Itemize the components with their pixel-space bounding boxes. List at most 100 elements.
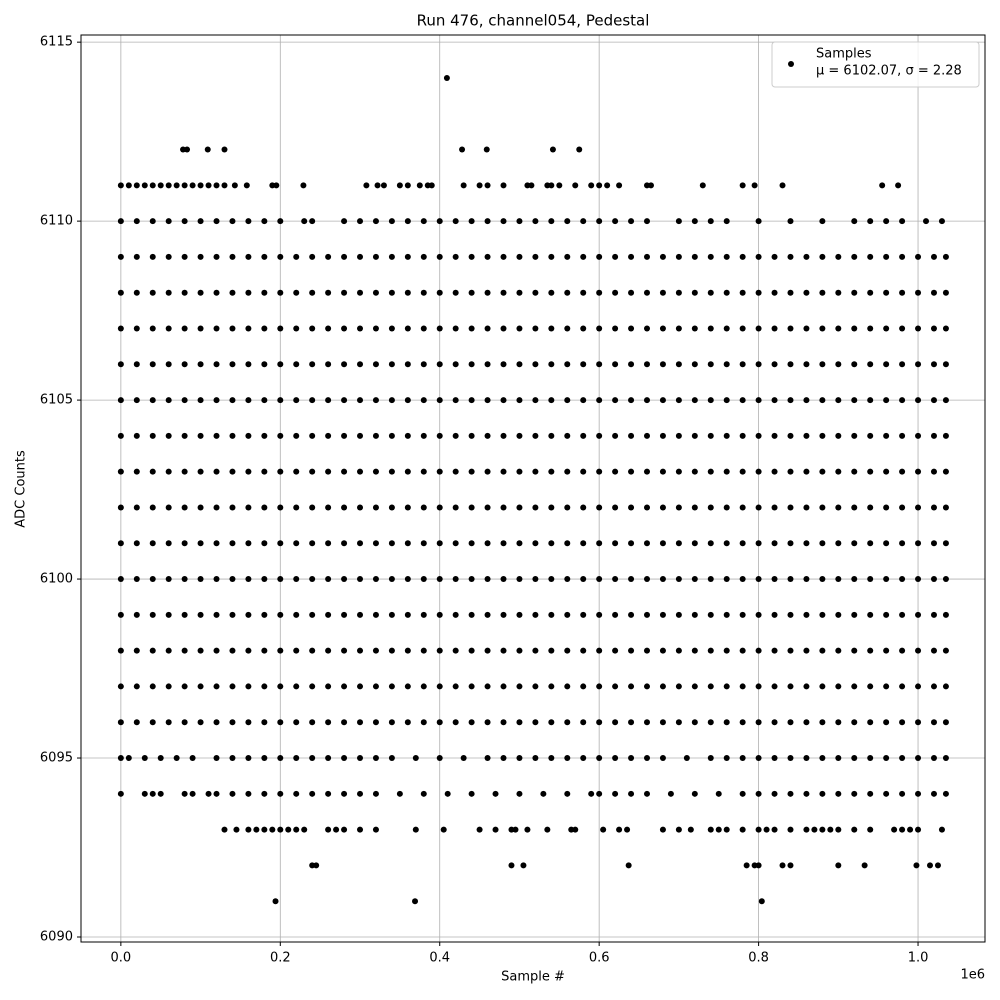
point (851, 790, 858, 797)
point (117, 361, 124, 368)
point (883, 540, 890, 547)
point (819, 611, 826, 618)
point (532, 611, 539, 618)
point (181, 253, 188, 260)
point (388, 253, 395, 260)
point (612, 683, 619, 690)
point (835, 468, 842, 475)
point (755, 504, 762, 511)
point (691, 504, 698, 511)
point (492, 826, 499, 833)
point (628, 468, 635, 475)
point (628, 790, 635, 797)
point (803, 755, 810, 762)
point (436, 289, 443, 296)
point (181, 611, 188, 618)
point (165, 218, 172, 225)
point (851, 289, 858, 296)
point (596, 253, 603, 260)
point (544, 826, 551, 833)
point (835, 361, 842, 368)
point (675, 826, 682, 833)
point (516, 289, 523, 296)
y-tick-label: 6110 (40, 214, 73, 229)
point (404, 611, 411, 618)
point (532, 397, 539, 404)
point (452, 683, 459, 690)
point (133, 325, 140, 332)
point (819, 683, 826, 690)
point (915, 719, 922, 726)
point (293, 361, 300, 368)
point (245, 826, 252, 833)
point (771, 755, 778, 762)
point (149, 432, 156, 439)
point (771, 647, 778, 654)
point (895, 182, 902, 189)
point (643, 504, 650, 511)
point (277, 719, 284, 726)
point (388, 504, 395, 511)
point (197, 504, 204, 511)
legend-marker (788, 61, 794, 67)
point (468, 361, 475, 368)
point (261, 504, 268, 511)
point (787, 790, 794, 797)
point (165, 325, 172, 332)
point (723, 683, 730, 690)
point (883, 253, 890, 260)
point (548, 361, 555, 368)
point (117, 790, 124, 797)
point (229, 683, 236, 690)
point (325, 611, 332, 618)
point (372, 683, 379, 690)
point (803, 325, 810, 332)
point (213, 325, 220, 332)
point (787, 218, 794, 225)
point (930, 576, 937, 583)
point (564, 468, 571, 475)
point (149, 683, 156, 690)
point (771, 253, 778, 260)
point (404, 182, 411, 189)
point (867, 253, 874, 260)
point (300, 182, 307, 189)
point (293, 468, 300, 475)
point (309, 468, 316, 475)
point (117, 432, 124, 439)
point (436, 611, 443, 618)
point (835, 576, 842, 583)
point (930, 504, 937, 511)
point (309, 611, 316, 618)
point (683, 755, 690, 762)
point (524, 826, 531, 833)
point (628, 325, 635, 332)
point (500, 468, 507, 475)
points (117, 74, 949, 905)
point (213, 647, 220, 654)
point (628, 755, 635, 762)
point (612, 790, 619, 797)
point (739, 182, 746, 189)
point (149, 361, 156, 368)
point (133, 683, 140, 690)
point (372, 755, 379, 762)
point (341, 719, 348, 726)
point (612, 397, 619, 404)
point (245, 683, 252, 690)
point (938, 218, 945, 225)
point (675, 325, 682, 332)
point (309, 683, 316, 690)
point (165, 432, 172, 439)
point (500, 325, 507, 332)
point (277, 683, 284, 690)
point (930, 397, 937, 404)
point (755, 576, 762, 583)
point (942, 719, 949, 726)
point (899, 540, 906, 547)
point (899, 790, 906, 797)
point (851, 576, 858, 583)
point (532, 683, 539, 690)
point (205, 182, 212, 189)
point (819, 647, 826, 654)
